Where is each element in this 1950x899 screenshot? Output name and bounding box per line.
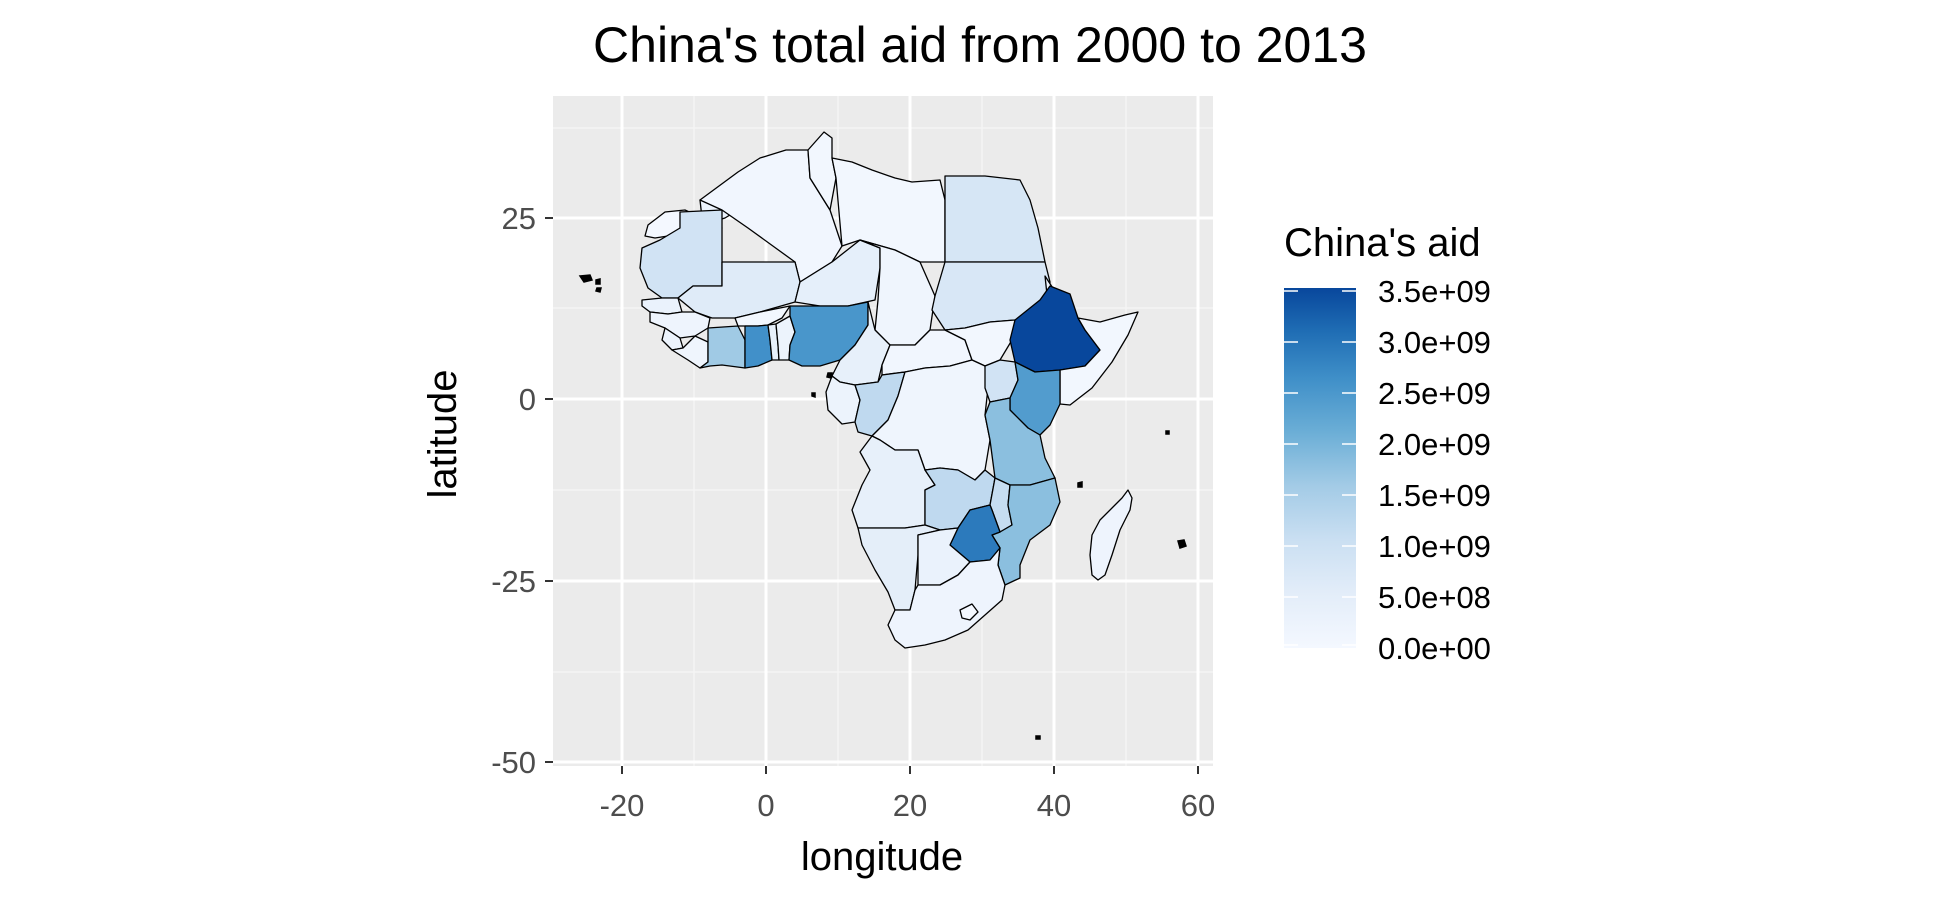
country-lesotho [959,603,979,621]
country-nigeria [788,301,869,367]
country-cote-divoire [699,325,746,369]
legend: China's aid 3.5e+09 3.0e+09 2.5e+09 2.0e… [1284,221,1491,666]
y-axis-title: latitude [421,370,465,499]
island-canary [578,274,601,285]
legend-label: 1.5e+09 [1378,478,1491,513]
island-bioko [826,372,833,379]
legend-label: 5.0e+08 [1378,580,1491,615]
country-somalia [1059,311,1139,406]
country-mozambique [991,477,1061,586]
africa-countries [639,131,1139,649]
country-south-sudan [944,319,1016,367]
y-tick-label: 25 [502,201,536,236]
y-tick-label: 0 [519,382,536,417]
legend-ticks [1284,290,1356,646]
island-sao-tome [811,392,816,399]
country-namibia [857,524,941,611]
legend-label: 2.5e+09 [1378,376,1491,411]
island-cape-verde [595,287,602,293]
legend-label: 3.0e+09 [1378,325,1491,360]
island-mauritius [1177,539,1187,549]
island-prince-edward [1035,735,1041,740]
island-comoros [1077,481,1083,488]
country-algeria [699,149,843,283]
y-tick-label: -50 [491,745,536,780]
y-tick-labels: 25 0 -25 -50 [491,201,536,780]
x-tick-label: 20 [893,788,927,823]
axis-ticks [545,217,1199,774]
y-tick-label: -25 [491,564,536,599]
country-south-africa [887,547,1006,649]
legend-label: 1.0e+09 [1378,529,1491,564]
legend-colorbar [1284,288,1356,648]
islands [578,274,1187,740]
x-tick-label: 40 [1037,788,1071,823]
legend-title: China's aid [1284,221,1481,265]
chart-title: China's total aid from 2000 to 2013 [593,17,1367,73]
legend-label: 2.0e+09 [1378,427,1491,462]
x-tick-label: -20 [600,788,645,823]
x-axis-title: longitude [801,835,963,879]
x-tick-label: 0 [757,788,774,823]
x-tick-labels: -20 0 20 40 60 [600,788,1216,823]
country-niger [794,239,881,307]
country-ghana [744,324,773,369]
legend-label: 3.5e+09 [1378,274,1491,309]
legend-label: 0.0e+00 [1378,631,1491,666]
island-seychelles [1165,430,1170,435]
country-madagascar [1089,489,1133,581]
x-tick-label: 60 [1181,788,1215,823]
